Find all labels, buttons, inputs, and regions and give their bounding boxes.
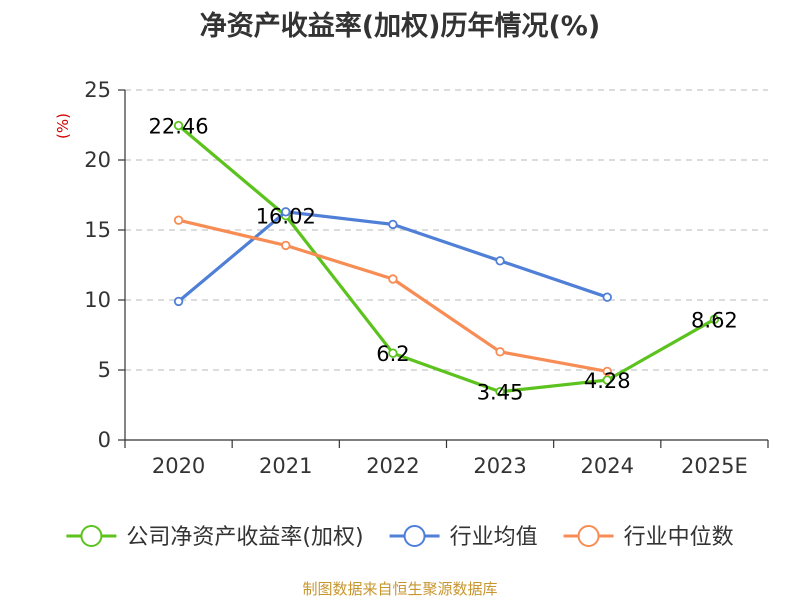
axis-layer: 0 5 10 15 20 25 2020 2021 2022 2023 2024 2025E <box>84 78 769 478</box>
grid-layer <box>125 89 768 371</box>
data-point <box>602 366 612 377</box>
data-point <box>388 219 398 230</box>
data-point <box>281 240 291 251</box>
data-point <box>173 296 184 307</box>
x-tick-label: 2020 <box>152 454 205 478</box>
series-layer <box>173 120 720 397</box>
data-label: 8.62 <box>691 308 738 332</box>
data-label: 3.45 <box>477 381 524 405</box>
y-tick-label: 25 <box>84 78 111 102</box>
series-line <box>176 123 717 394</box>
data-point <box>281 207 291 217</box>
legend: 公司净资产收益率(加权) 行业均值 行业中位数 <box>66 525 734 550</box>
x-tick-label: 2022 <box>366 454 419 478</box>
data-point <box>388 274 398 284</box>
data-point <box>173 215 184 225</box>
legend-swatch-marker <box>80 525 103 547</box>
y-tick-label: 20 <box>84 148 111 172</box>
data-point <box>173 120 184 131</box>
legend-swatch-marker <box>577 525 600 547</box>
source-note: 制图数据来自恒生聚源数据库 <box>302 580 498 598</box>
legend-label: 行业均值 <box>450 525 538 550</box>
data-label: 22.46 <box>149 115 209 139</box>
x-tick-label: 2021 <box>259 454 312 478</box>
legend-swatch-marker <box>403 525 426 547</box>
legend-label: 行业中位数 <box>624 525 734 550</box>
data-point <box>495 387 505 397</box>
y-tick-label: 0 <box>98 428 111 452</box>
x-tick-label: 2024 <box>581 454 634 478</box>
data-label: 4.28 <box>584 369 631 393</box>
data-point <box>602 375 612 385</box>
legend-item: 行业中位数 <box>563 525 734 550</box>
y-tick-label: 10 <box>84 288 111 312</box>
legend-label: 公司净资产收益率(加权) <box>126 525 363 550</box>
x-tick-label: 2023 <box>473 454 526 478</box>
data-point <box>388 348 398 358</box>
x-tick-label: 2025E <box>681 454 748 478</box>
data-label: 6.2 <box>376 342 409 366</box>
data-point <box>495 347 505 357</box>
legend-item: 行业均值 <box>389 525 538 550</box>
chart-title: 净资产收益率(加权)历年情况(%) <box>199 11 601 42</box>
y-axis-label: (%) <box>54 113 72 139</box>
data-point <box>709 314 720 325</box>
y-tick-label: 5 <box>98 358 111 382</box>
data-label: 16.02 <box>256 205 316 229</box>
legend-item: 公司净资产收益率(加权) <box>66 525 364 550</box>
data-point <box>495 256 505 266</box>
y-tick-label: 15 <box>84 218 111 242</box>
data-point <box>602 292 612 302</box>
data-label-layer: 22.46 16.02 6.2 3.45 4.28 8.62 <box>149 115 738 405</box>
